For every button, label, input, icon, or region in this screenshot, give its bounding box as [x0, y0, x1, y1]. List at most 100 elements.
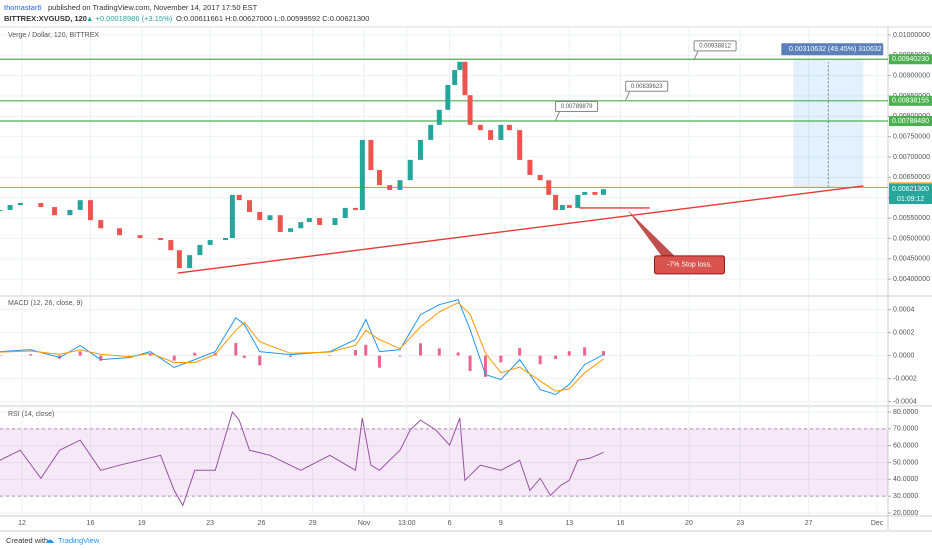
candle	[488, 130, 494, 140]
y-tick-label: 0.00650000	[893, 174, 930, 181]
y-tick-label: -0.0002	[893, 375, 917, 382]
price-title: Verge / Dollar, 120, BITTREX	[8, 32, 99, 39]
candle	[332, 218, 338, 225]
y-tick-label: 0.00550000	[893, 215, 930, 222]
stop-box	[654, 255, 726, 275]
rsi-band	[0, 428, 888, 497]
rsi-title: RSI (14, close)	[8, 411, 54, 418]
candle	[428, 124, 434, 140]
candle	[397, 180, 403, 190]
candle	[559, 205, 565, 210]
footer-brand: TradingView	[58, 536, 100, 545]
x-tick-label: Dec	[871, 520, 884, 527]
x-tick-label: 19	[138, 520, 146, 527]
countdown: 01:09:12	[897, 196, 924, 203]
x-tick-label: 16	[617, 520, 625, 527]
callout-box	[693, 40, 737, 52]
position-label: 0.00310632 (49.45%) 310632	[789, 46, 882, 53]
histogram-bar	[0, 355, 2, 356]
author: thomastar6	[4, 3, 42, 12]
last-price-bg	[889, 184, 932, 195]
candle	[137, 235, 143, 239]
histogram-bar	[601, 351, 605, 356]
level-label: 0.00940230	[892, 56, 929, 63]
y-tick-label: 80.0000	[893, 409, 918, 416]
histogram-bar	[398, 355, 402, 357]
position-label-bg	[781, 43, 884, 56]
candle	[467, 95, 473, 125]
candle	[0, 209, 3, 211]
histogram-bar	[193, 352, 197, 356]
candle	[117, 228, 123, 236]
histogram-bar	[456, 352, 460, 356]
candle	[546, 180, 552, 195]
candle	[176, 250, 182, 269]
y-tick-label: 0.00500000	[893, 235, 930, 242]
histogram-bar	[172, 355, 176, 361]
histogram-bar	[418, 343, 422, 356]
candle	[600, 189, 606, 195]
histogram-bar	[258, 355, 262, 366]
candle	[317, 218, 323, 225]
y-tick-label: 0.0002	[893, 329, 915, 336]
macd-line	[0, 299, 604, 396]
histogram-bar	[468, 355, 472, 371]
candle	[342, 207, 348, 219]
candle	[77, 200, 83, 210]
histogram-bar	[554, 355, 558, 359]
candle	[207, 240, 213, 245]
candle	[477, 124, 483, 131]
candle	[506, 124, 512, 131]
y-tick-label: 0.0004	[893, 306, 915, 313]
level-label-bg	[889, 54, 932, 65]
histogram-bar	[567, 351, 571, 356]
callout-box	[625, 80, 669, 92]
histogram-bar	[128, 355, 132, 357]
x-tick-label: 23	[206, 520, 214, 527]
candle	[353, 207, 359, 210]
y-tick-label: 40.0000	[893, 476, 918, 483]
y-tick-label: 60.0000	[893, 443, 918, 450]
published: published on TradingView.com, November 1…	[48, 3, 258, 12]
candle	[257, 211, 263, 221]
candle	[223, 238, 229, 241]
histogram-bar	[29, 354, 33, 356]
candle	[376, 170, 382, 186]
countdown-bg	[889, 194, 932, 205]
candle	[359, 139, 365, 210]
candle	[306, 218, 312, 223]
candle	[417, 139, 423, 160]
candle	[498, 124, 504, 140]
stop-label: -7% Stop loss.	[667, 262, 712, 269]
histogram-bar	[499, 355, 503, 363]
histogram-bar	[538, 355, 542, 365]
histogram-bar	[242, 355, 246, 358]
candle	[457, 61, 463, 70]
candle	[452, 69, 458, 85]
y-tick-label: 50.0000	[893, 459, 918, 466]
x-tick-label: 23	[736, 520, 744, 527]
candle	[592, 192, 598, 195]
trendline	[177, 185, 864, 274]
level-label: 0.00838155	[892, 98, 929, 105]
y-tick-label: 0.01000000	[893, 32, 930, 39]
x-tick-label: 29	[309, 520, 317, 527]
callout-label: 0.00839623	[631, 84, 663, 90]
footer-created: Created with	[6, 536, 48, 545]
candle	[197, 244, 203, 256]
histogram-bar	[377, 355, 381, 368]
callout-label: 0.00938812	[699, 43, 731, 49]
callout-pointer	[693, 50, 699, 61]
candle	[52, 207, 58, 216]
x-tick-label: 6	[448, 520, 452, 527]
x-tick-label: 27	[805, 520, 813, 527]
candle	[246, 200, 252, 212]
candle	[517, 130, 523, 160]
logo	[46, 539, 54, 543]
histogram-bar	[354, 349, 358, 356]
y-tick-label: 0.00400000	[893, 276, 930, 283]
level-label: 0.00788480	[892, 118, 929, 125]
ohlc: O:0.00611661 H:0.00627000 L:0.00599592 C…	[176, 14, 369, 23]
y-tick-label: 20.0000	[893, 510, 918, 517]
